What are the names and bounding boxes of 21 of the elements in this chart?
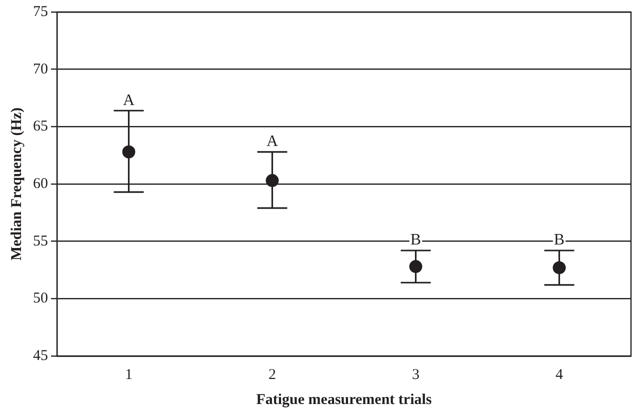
annotation: B <box>410 232 422 249</box>
y-tick-label: 65 <box>33 118 48 135</box>
y-tick-label: 55 <box>33 233 48 250</box>
y-tick-label: 60 <box>33 176 48 192</box>
annotation: A <box>122 92 135 109</box>
annotation: A <box>266 133 278 150</box>
x-tick-label: 2 <box>268 366 276 383</box>
y-tick-label: 70 <box>33 61 48 78</box>
annotation: B <box>554 232 565 249</box>
y-tick-label: 50 <box>33 290 48 307</box>
x-axis-title: Fatigue measurement trials <box>256 392 432 408</box>
point <box>552 261 566 274</box>
y-tick-label: 75 <box>33 4 48 20</box>
point <box>409 260 422 274</box>
point <box>122 145 136 158</box>
x-tick-label: 3 <box>412 366 420 383</box>
y-axis-title: Median Frequency (Hz) <box>8 107 25 261</box>
x-tick-label: 1 <box>125 366 132 383</box>
x-tick-label: 4 <box>556 366 564 383</box>
y-tick-label: 45 <box>33 348 48 364</box>
point <box>266 174 279 188</box>
